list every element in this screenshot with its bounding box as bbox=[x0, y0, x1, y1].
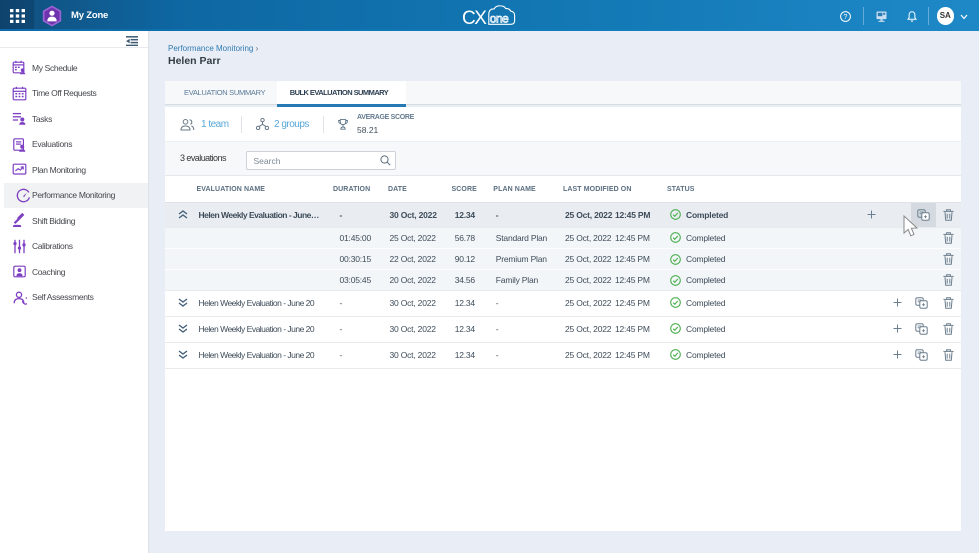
svg-text:?: ? bbox=[843, 12, 847, 21]
svg-text:CX: CX bbox=[462, 8, 487, 27]
svg-text:one: one bbox=[490, 12, 509, 26]
